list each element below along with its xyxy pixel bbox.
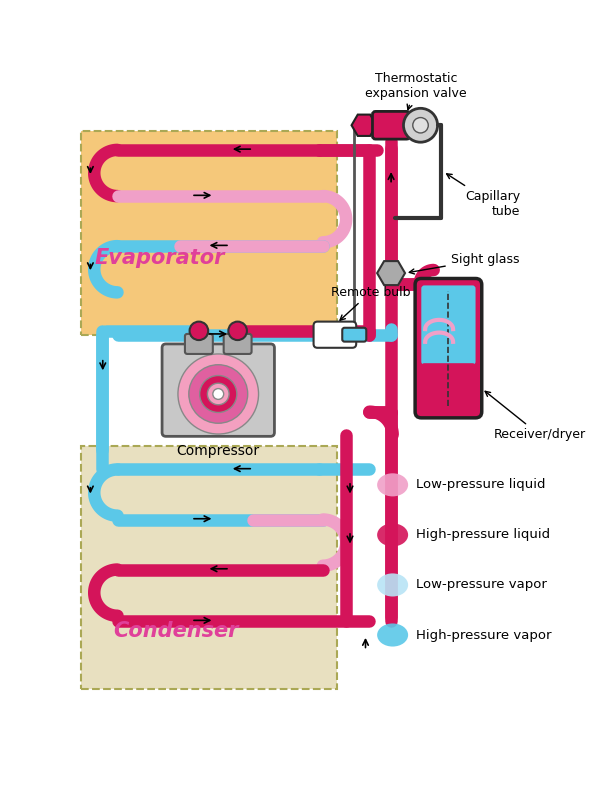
Circle shape xyxy=(189,322,208,340)
FancyBboxPatch shape xyxy=(223,334,252,354)
Circle shape xyxy=(413,118,428,133)
Text: Thermostatic
expansion valve: Thermostatic expansion valve xyxy=(365,72,467,110)
FancyBboxPatch shape xyxy=(415,278,482,418)
Ellipse shape xyxy=(377,523,408,546)
FancyBboxPatch shape xyxy=(81,130,337,334)
Circle shape xyxy=(189,365,248,423)
Circle shape xyxy=(213,389,223,399)
Text: High-pressure vapor: High-pressure vapor xyxy=(416,629,551,642)
FancyBboxPatch shape xyxy=(185,334,213,354)
FancyBboxPatch shape xyxy=(421,363,476,412)
Text: Remote bulb: Remote bulb xyxy=(331,286,410,320)
Text: Condenser: Condenser xyxy=(113,621,238,641)
Ellipse shape xyxy=(377,574,408,597)
Text: Receiver/dryer: Receiver/dryer xyxy=(485,391,585,442)
Polygon shape xyxy=(352,114,376,136)
Circle shape xyxy=(228,322,247,340)
FancyBboxPatch shape xyxy=(313,322,356,348)
Polygon shape xyxy=(377,261,405,285)
Circle shape xyxy=(199,375,237,413)
Circle shape xyxy=(178,354,259,434)
Ellipse shape xyxy=(377,623,408,646)
FancyBboxPatch shape xyxy=(421,286,476,365)
Text: Evaporator: Evaporator xyxy=(95,248,225,268)
Text: Capillary
tube: Capillary tube xyxy=(447,174,521,218)
Ellipse shape xyxy=(377,474,408,496)
Text: Compressor: Compressor xyxy=(177,444,260,458)
Text: Low-pressure liquid: Low-pressure liquid xyxy=(416,478,545,491)
FancyBboxPatch shape xyxy=(373,111,410,139)
FancyBboxPatch shape xyxy=(81,446,337,689)
Text: Low-pressure vapor: Low-pressure vapor xyxy=(416,578,547,591)
Text: Sight glass: Sight glass xyxy=(409,253,519,274)
Text: High-pressure liquid: High-pressure liquid xyxy=(416,529,550,542)
Circle shape xyxy=(207,383,229,405)
Circle shape xyxy=(404,108,438,142)
FancyBboxPatch shape xyxy=(162,344,274,436)
FancyBboxPatch shape xyxy=(342,328,366,342)
